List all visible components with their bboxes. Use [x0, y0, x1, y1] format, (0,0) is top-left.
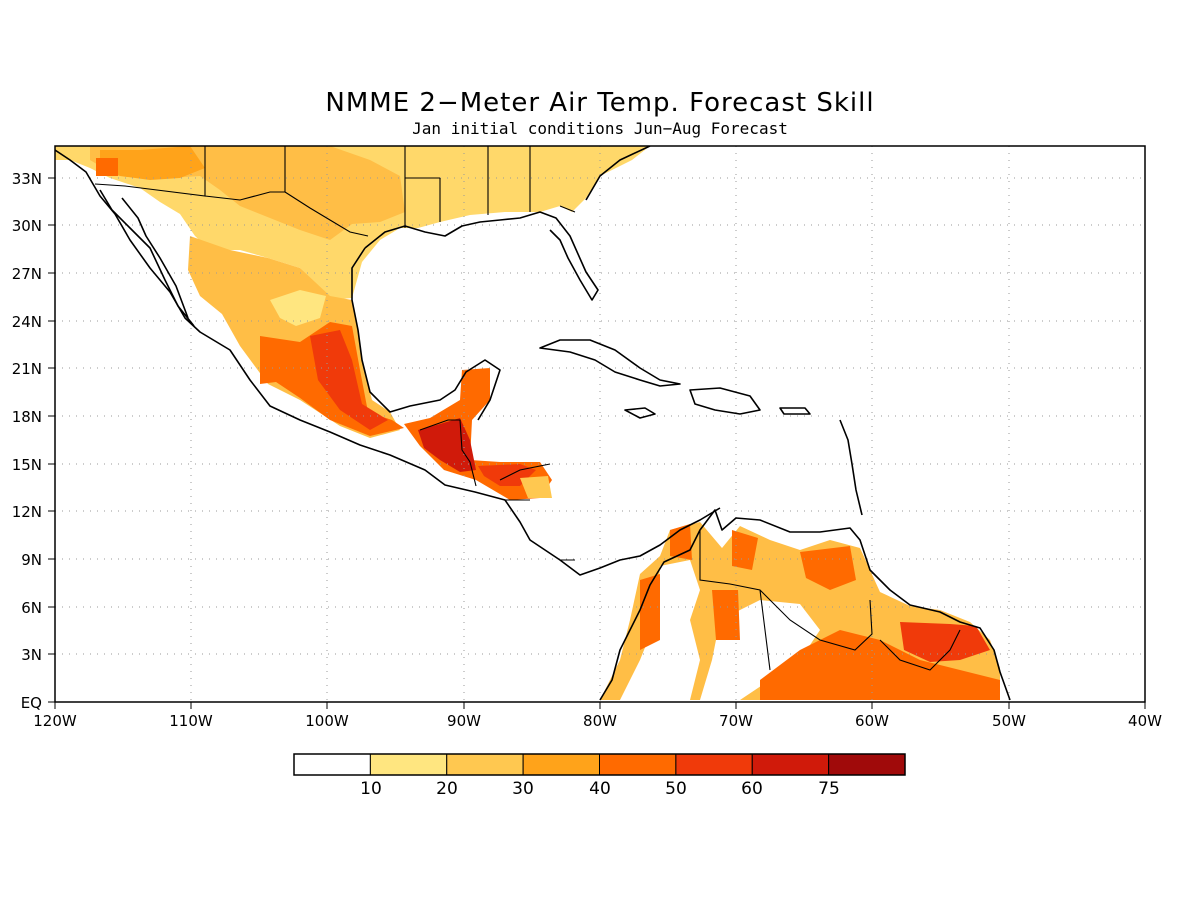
- skill-area-venezuela-50: [800, 546, 856, 590]
- coast-north-america: [55, 149, 721, 576]
- colorbar-frame: [293, 753, 906, 776]
- coastlines: [55, 146, 1011, 701]
- colorbar-label: 60: [741, 779, 763, 799]
- skill-area-sw-us-50: [96, 158, 118, 176]
- colorbar-label: 75: [818, 779, 840, 799]
- lon-label: 100W: [305, 712, 349, 730]
- lat-label: 18N: [12, 408, 42, 426]
- border-south-america: [699, 530, 961, 671]
- border-us-states: [404, 146, 576, 228]
- skill-area-sw-us-40: [100, 146, 205, 180]
- colorbar-label: 30: [512, 779, 534, 799]
- lat-label: 21N: [12, 360, 42, 378]
- lat-label: 24N: [12, 313, 42, 331]
- coast-hispaniola: [689, 387, 761, 415]
- lat-label: 33N: [12, 170, 42, 188]
- map-subtitle: Jan initial conditions Jun−Aug Forecast: [412, 119, 788, 138]
- skill-area-mexico: [188, 236, 400, 438]
- skill-area-mexico-20: [270, 290, 326, 326]
- lat-label: 12N: [12, 503, 42, 521]
- lon-tick-labels: 120W 110W 100W 90W 80W 70W 60W 50W 40W: [33, 712, 1162, 730]
- coast-jamaica: [624, 407, 656, 419]
- skill-area-venezuela-west-50: [732, 530, 758, 570]
- lat-label: 3N: [21, 646, 42, 664]
- skill-area-colombia-50: [640, 574, 660, 650]
- skill-shading: [55, 146, 1000, 700]
- skill-area-central-america-75: [418, 418, 476, 472]
- political-borders: [94, 146, 961, 671]
- lat-label: 9N: [21, 551, 42, 569]
- coast-us-east: [585, 146, 651, 201]
- colorbar-swatch: [751, 753, 830, 776]
- lat-label: 30N: [12, 217, 42, 235]
- lat-label: 6N: [21, 599, 42, 617]
- colorbar-swatch: [446, 753, 524, 776]
- colorbar-swatch: [369, 753, 448, 776]
- coast-south-america: [599, 509, 1011, 701]
- lon-label: 110W: [169, 712, 213, 730]
- border-us-mexico: [94, 146, 369, 237]
- coast-cuba: [539, 339, 681, 387]
- skill-area-mexico-60: [310, 330, 388, 430]
- lon-label: 120W: [33, 712, 77, 730]
- colorbar-swatch: [599, 753, 677, 776]
- lon-label: 60W: [855, 712, 889, 730]
- colorbar: 10 20 30 40 50 60 75: [293, 753, 906, 799]
- colorbar-label: 20: [436, 779, 458, 799]
- coast-gulf: [351, 211, 599, 421]
- colorbar-swatches: [293, 753, 906, 776]
- skill-area-south-america-50: [760, 630, 1000, 700]
- colorbar-label: 50: [665, 779, 687, 799]
- colorbar-swatch: [675, 753, 753, 776]
- coast-lesser-antilles: [839, 419, 863, 516]
- skill-area-guianas-60: [900, 622, 990, 662]
- lon-label: 70W: [719, 712, 753, 730]
- skill-area-venezuela-center-50: [712, 590, 740, 640]
- coast-baja: [99, 189, 195, 327]
- lon-label: 50W: [992, 712, 1026, 730]
- skill-area-nicaragua: [520, 476, 552, 498]
- colorbar-swatch: [828, 753, 906, 776]
- lon-label: 80W: [583, 712, 617, 730]
- lat-label: 27N: [12, 265, 42, 283]
- colorbar-swatch: [522, 753, 601, 776]
- colorbar-swatch: [293, 753, 371, 776]
- map-title: NMME 2−Meter Air Temp. Forecast Skill: [325, 88, 874, 118]
- lon-label: 40W: [1128, 712, 1162, 730]
- colorbar-label: 10: [360, 779, 382, 799]
- lat-label: EQ: [21, 694, 42, 712]
- colorbar-label: 40: [589, 779, 611, 799]
- border-central-america: [419, 419, 575, 561]
- axis-ticks: [48, 177, 1146, 709]
- lon-label: 90W: [447, 712, 481, 730]
- lat-label: 15N: [12, 456, 42, 474]
- lat-tick-labels: EQ 3N 6N 9N 12N 15N 18N 21N 24N 27N 30N …: [12, 170, 42, 712]
- coast-puerto-rico: [779, 407, 811, 415]
